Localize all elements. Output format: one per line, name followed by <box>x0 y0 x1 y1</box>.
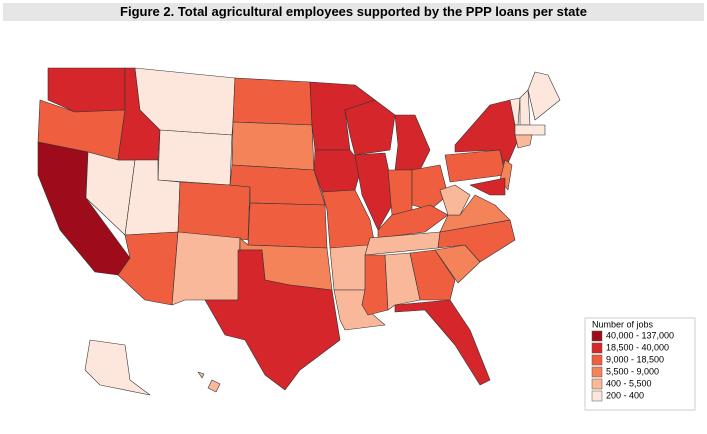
state <box>84 339 151 396</box>
state <box>177 181 251 241</box>
legend-swatch <box>591 390 603 402</box>
legend-label: 5,500 - 9,000 <box>606 366 659 376</box>
state <box>454 99 519 171</box>
state <box>117 231 179 306</box>
state <box>394 299 491 386</box>
legend-label: 18,500 - 40,000 <box>606 342 669 352</box>
state <box>207 379 221 393</box>
state <box>411 164 449 211</box>
state <box>157 129 233 186</box>
legend-swatch <box>591 366 603 378</box>
state <box>344 99 396 156</box>
state <box>247 202 328 249</box>
legend-label: 9,000 - 18,500 <box>606 354 664 364</box>
legend-swatch <box>591 354 603 366</box>
state <box>387 169 413 216</box>
state <box>469 177 506 196</box>
state <box>197 371 205 379</box>
legend-label: 400 - 5,500 <box>606 378 652 388</box>
legend-swatch <box>591 330 603 342</box>
state <box>384 252 421 311</box>
legend: 40,000 - 137,000 18,500 - 40,000 9,000 - 1… <box>591 330 674 402</box>
state <box>354 152 396 231</box>
state <box>527 71 561 121</box>
state <box>171 231 241 306</box>
state <box>361 254 389 316</box>
states <box>37 67 561 396</box>
state <box>514 124 546 136</box>
state <box>309 81 376 151</box>
state <box>439 184 471 216</box>
state <box>394 114 431 171</box>
state <box>232 77 313 126</box>
legend-swatch <box>591 378 603 390</box>
state <box>231 121 315 171</box>
state <box>47 67 126 113</box>
legend-label: 40,000 - 137,000 <box>606 330 674 340</box>
state <box>409 249 456 301</box>
legend-title: Number of jobs <box>592 319 654 329</box>
state <box>329 244 369 291</box>
legend-box <box>584 317 696 411</box>
title: Figure 2. Total agricultural employees s… <box>3 3 704 21</box>
state <box>514 134 533 149</box>
state <box>204 249 341 391</box>
legend-label: 200 - 400 <box>606 390 644 400</box>
state <box>444 149 506 183</box>
legend-swatch <box>591 342 603 354</box>
state <box>519 89 531 126</box>
state <box>313 149 363 193</box>
